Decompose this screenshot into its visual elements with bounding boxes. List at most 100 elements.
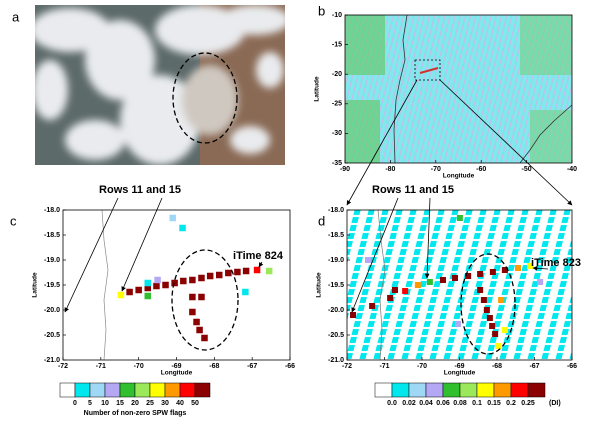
annotation: Rows 11 and 15 — [372, 184, 454, 196]
data-point — [196, 326, 203, 334]
data-point — [452, 275, 458, 281]
y-tick-label: -20.5 — [44, 332, 60, 339]
colorbar-tick-label: 0.02 — [402, 400, 416, 407]
data-point — [225, 269, 232, 277]
y-tick-label: -21.0 — [44, 357, 60, 364]
x-tick-label: -71 — [96, 363, 106, 370]
x-tick-label: -72 — [342, 363, 352, 370]
data-point — [253, 266, 261, 274]
x-tick-label: -66 — [567, 363, 577, 370]
data-point — [537, 279, 544, 285]
y-tick-label: -21.0 — [328, 357, 344, 364]
data-point — [234, 268, 241, 276]
y-tick-label: -20.0 — [44, 307, 60, 314]
data-point — [456, 215, 463, 221]
colorbar-cell — [59, 382, 76, 398]
data-point — [189, 293, 196, 301]
x-tick-label: -69 — [171, 363, 181, 370]
data-point — [206, 272, 214, 280]
data-point — [477, 271, 484, 277]
colorbar-cell — [194, 382, 211, 398]
x-tick-label: -72 — [58, 363, 68, 370]
colorbar-unit: (DI) — [549, 400, 561, 407]
data-point — [387, 295, 394, 301]
x-tick-label: -80 — [385, 166, 395, 173]
y-tick-label: -19.0 — [44, 257, 60, 264]
y-axis-label: Latitude — [32, 272, 39, 298]
colorbar-tick-label: 0.0 — [387, 400, 397, 407]
colorbar-cell — [149, 382, 166, 398]
annotation: Rows 11 and 15 — [99, 184, 181, 196]
colorbar-tick-label: 5 — [88, 400, 92, 407]
data-point — [483, 307, 490, 313]
highlight-ellipse — [171, 249, 239, 351]
y-tick-label: -19.5 — [328, 282, 344, 289]
zoom-arrow — [439, 79, 573, 206]
data-point — [117, 291, 125, 299]
x-tick-label: -40 — [567, 166, 577, 173]
colorbar-cell — [459, 382, 478, 398]
annotation-arrow — [121, 197, 163, 292]
data-point — [426, 279, 433, 285]
colorbar-cell — [527, 382, 546, 398]
annotation-arrow — [258, 261, 264, 268]
data-point — [392, 287, 398, 293]
data-point — [440, 277, 446, 283]
y-tick-label: -10 — [332, 12, 342, 19]
y-tick-label: -18.0 — [328, 207, 344, 214]
colorbar-cell — [476, 382, 495, 398]
colorbar-tick-label: 0 — [73, 400, 77, 407]
data-point — [455, 321, 461, 327]
x-axis-label: Longitude — [443, 173, 475, 180]
data-point — [189, 308, 196, 316]
data-point — [201, 334, 208, 342]
colorbar-tick-label: 0.08 — [453, 400, 467, 407]
colorbar-tick-label: 40 — [176, 400, 184, 407]
y-tick-label: -20.5 — [328, 332, 344, 339]
colorbar-tick-label: 50 — [191, 400, 199, 407]
colorbar-cell — [74, 382, 91, 398]
y-axis-label: Latitude — [314, 76, 321, 102]
x-tick-label: -60 — [476, 166, 486, 173]
y-tick-label: -19.0 — [328, 257, 344, 264]
y-tick-label: -19.5 — [44, 282, 60, 289]
colorbar-tick-label: 20 — [131, 400, 139, 407]
colorbar-tick-label: 0.06 — [436, 400, 450, 407]
data-point — [193, 318, 200, 326]
data-point — [350, 312, 356, 318]
data-point — [495, 343, 502, 349]
swath-background — [347, 210, 572, 360]
data-point — [477, 287, 484, 293]
data-point — [489, 323, 496, 329]
x-tick-label: -66 — [285, 363, 295, 370]
data-point — [179, 224, 186, 232]
data-point — [402, 288, 409, 294]
panel-label: c — [10, 213, 17, 228]
data-point — [198, 274, 205, 282]
x-tick-label: -50 — [522, 166, 532, 173]
annotation: iTime 824 — [233, 250, 284, 262]
data-point — [501, 327, 508, 333]
colorbar-cell — [104, 382, 121, 398]
zoom-arrow — [346, 79, 418, 206]
data-point — [414, 282, 421, 288]
satellite-image — [35, 5, 285, 165]
x-axis-label: Longitude — [161, 370, 193, 377]
data-point — [465, 273, 472, 279]
y-tick-label: -18.5 — [328, 232, 344, 239]
colorbar-tick-label: 10 — [101, 400, 109, 407]
data-point — [486, 315, 493, 321]
colorbar-cell — [510, 382, 529, 398]
data-point — [242, 267, 250, 275]
data-point — [162, 281, 169, 289]
colorbar-cell — [493, 382, 512, 398]
colorbar-cell — [442, 382, 461, 398]
panel-label: b — [318, 3, 325, 18]
colorbar-tick-label: 30 — [161, 400, 169, 407]
coastline — [101, 209, 109, 361]
x-tick-label: -90 — [340, 166, 350, 173]
x-tick-label: -68 — [492, 363, 502, 370]
colorbar-tick-label: 0.25 — [521, 400, 535, 407]
annotation-arrow — [424, 197, 431, 279]
data-point — [144, 292, 151, 300]
